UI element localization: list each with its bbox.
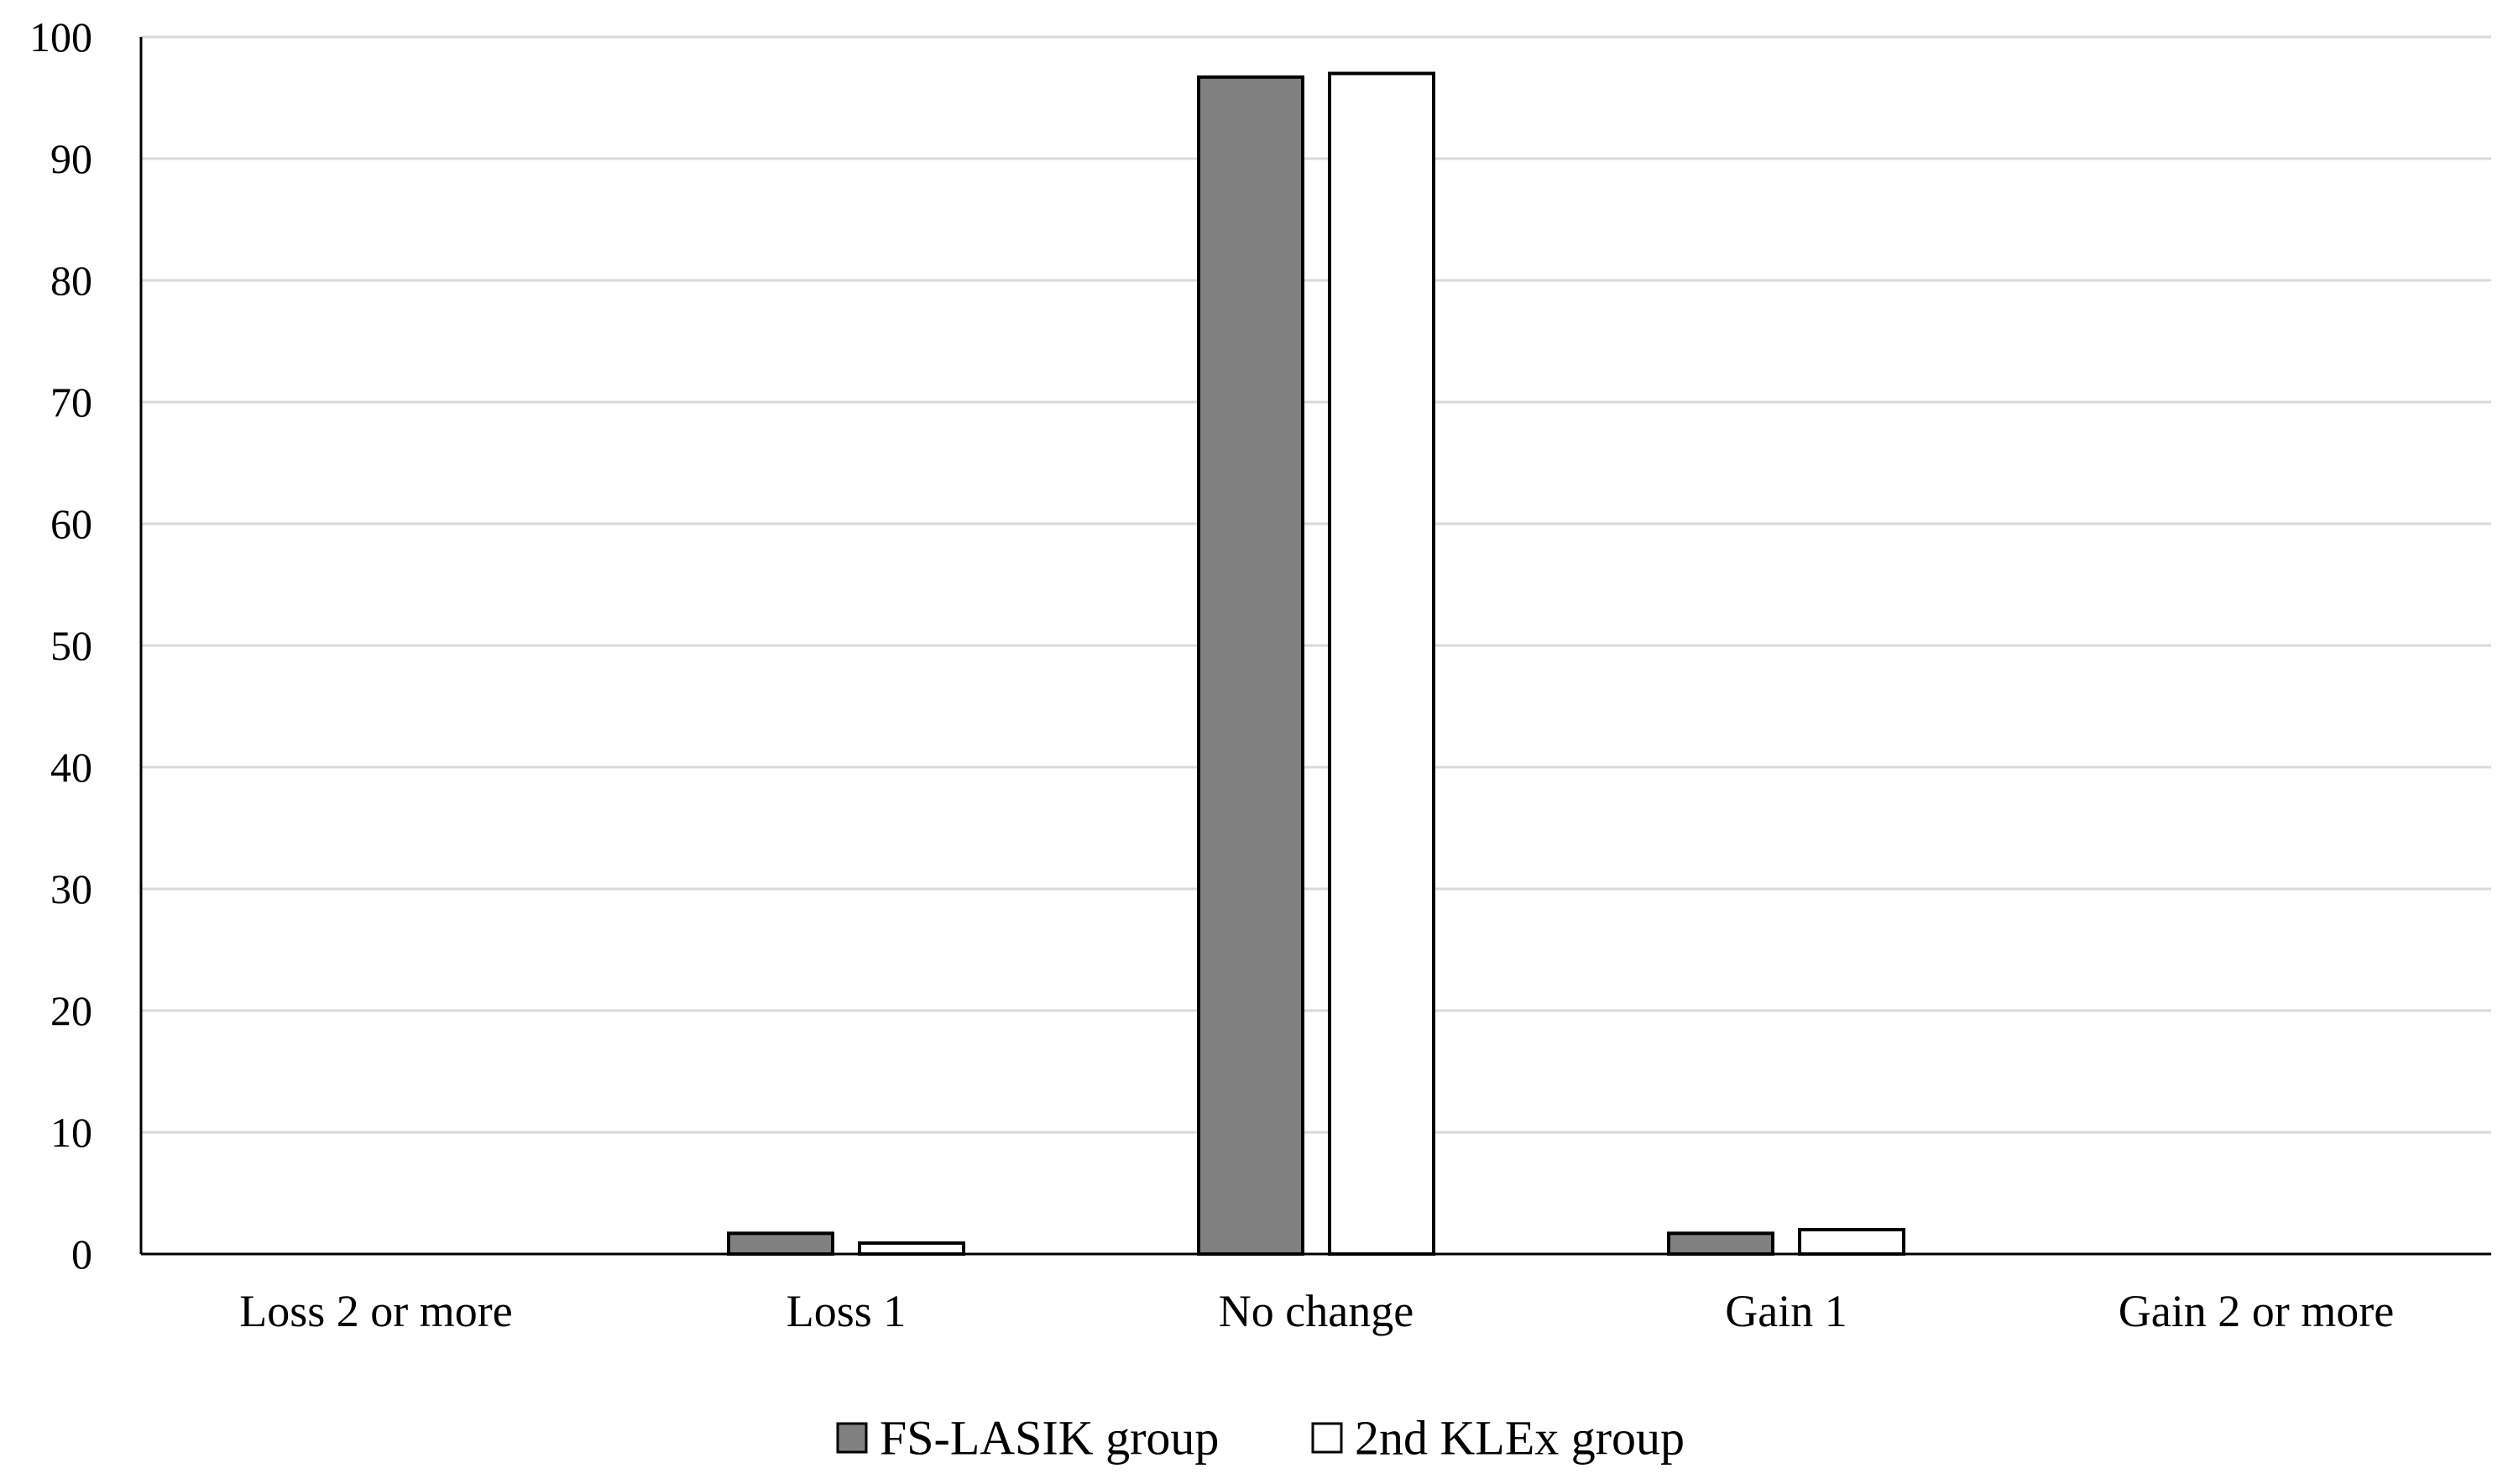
bar-2nd-klex-2	[1328, 71, 1435, 1256]
x-category-label: Loss 2 or more	[239, 1286, 512, 1336]
y-tick-label: 80	[50, 257, 92, 304]
y-tick-label: 90	[50, 135, 92, 182]
y-tick-label: 20	[50, 987, 92, 1034]
bars	[727, 71, 1905, 1257]
y-tick-label: 30	[50, 865, 92, 912]
x-axis-category-labels: Loss 2 or more Loss 1 No change Gain 1 Gain …	[239, 1286, 2394, 1336]
bar-fs-lasik-2	[1197, 75, 1304, 1257]
bar-fs-lasik-3	[1667, 1231, 1774, 1256]
legend-label-2nd-klex: 2nd KLEx group	[1355, 1411, 1685, 1466]
bar-2nd-klex-1	[858, 1241, 965, 1256]
gridlines	[141, 35, 2491, 1134]
y-tick-label: 10	[50, 1109, 92, 1156]
y-tick-label: 40	[50, 744, 92, 791]
x-category-label: No change	[1219, 1286, 1413, 1336]
y-axis-tick-labels: 0 10 20 30 40 50 60 70 80 90 100	[29, 13, 92, 1278]
legend-swatch-2nd-klex	[1311, 1422, 1343, 1454]
y-tick-label: 70	[50, 379, 92, 426]
legend: FS-LASIK group 2nd KLEx group	[836, 1411, 1685, 1466]
legend-swatch-fs-lasik	[836, 1422, 868, 1454]
y-tick-label: 50	[50, 622, 92, 669]
bar-fs-lasik-1	[727, 1231, 834, 1256]
legend-label-fs-lasik: FS-LASIK group	[880, 1411, 1219, 1466]
y-tick-label: 60	[50, 500, 92, 547]
y-tick-label: 100	[29, 13, 92, 60]
x-category-label: Gain 2 or more	[2119, 1286, 2394, 1336]
bar-2nd-klex-3	[1798, 1228, 1905, 1256]
x-category-label: Loss 1	[786, 1286, 907, 1336]
y-tick-label: 0	[71, 1231, 92, 1278]
x-category-label: Gain 1	[1725, 1286, 1847, 1336]
